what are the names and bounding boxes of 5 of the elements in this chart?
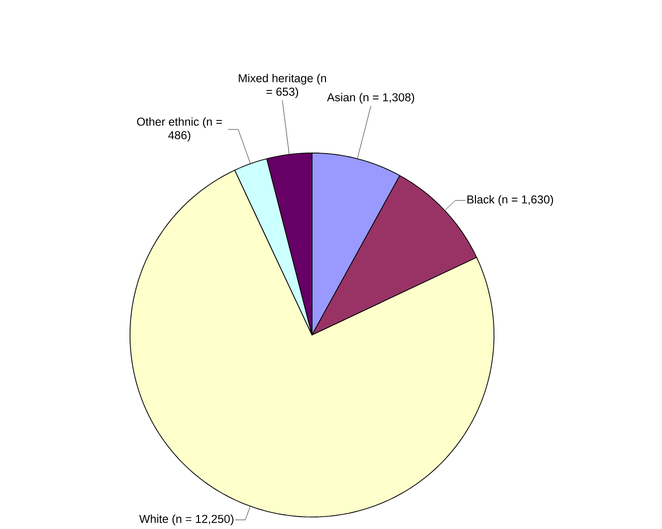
slice-label: Other ethnic (n = 486) <box>137 117 222 142</box>
slice-label: Mixed heritage (n = 653) <box>238 74 326 98</box>
slice-label: Black (n = 1,630) <box>467 195 554 206</box>
slice-label: Asian (n = 1,308) <box>326 92 414 104</box>
slice-label: White (n = 12,250) <box>139 514 234 526</box>
